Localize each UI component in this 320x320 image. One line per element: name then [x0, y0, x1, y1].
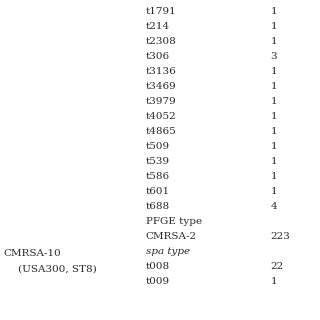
Text: t539: t539	[146, 157, 170, 166]
Text: 1: 1	[270, 277, 277, 286]
Text: t009: t009	[146, 277, 170, 286]
Text: 22: 22	[270, 262, 284, 271]
Text: t008: t008	[146, 262, 170, 271]
Text: t586: t586	[146, 172, 170, 181]
Text: 3: 3	[270, 52, 277, 61]
Text: 4: 4	[270, 202, 277, 211]
Text: t2308: t2308	[146, 37, 176, 46]
Text: t4865: t4865	[146, 127, 176, 136]
Text: 1: 1	[270, 127, 277, 136]
Text: 1: 1	[270, 112, 277, 121]
Text: 1: 1	[270, 67, 277, 76]
Text: t1791: t1791	[146, 7, 176, 16]
Text: t3469: t3469	[146, 82, 176, 91]
Text: 1: 1	[270, 82, 277, 91]
Text: 223: 223	[270, 232, 290, 241]
Text: t214: t214	[146, 22, 170, 31]
Text: 1: 1	[270, 97, 277, 106]
Text: CMRSA-2: CMRSA-2	[146, 232, 197, 241]
Text: 1: 1	[270, 172, 277, 181]
Text: 1: 1	[270, 22, 277, 31]
Text: t688: t688	[146, 202, 170, 211]
Text: t601: t601	[146, 187, 170, 196]
Text: CMRSA-10: CMRSA-10	[3, 249, 61, 258]
Text: t4052: t4052	[146, 112, 176, 121]
Text: t509: t509	[146, 142, 170, 151]
Text: 1: 1	[270, 37, 277, 46]
Text: t306: t306	[146, 52, 170, 61]
Text: PFGE type: PFGE type	[146, 217, 202, 226]
Text: spa type: spa type	[146, 247, 190, 256]
Text: (USA300, ST8): (USA300, ST8)	[18, 264, 96, 273]
Text: t3979: t3979	[146, 97, 176, 106]
Text: 1: 1	[270, 157, 277, 166]
Text: 1: 1	[270, 7, 277, 16]
Text: t3136: t3136	[146, 67, 176, 76]
Text: 1: 1	[270, 187, 277, 196]
Text: 1: 1	[270, 142, 277, 151]
